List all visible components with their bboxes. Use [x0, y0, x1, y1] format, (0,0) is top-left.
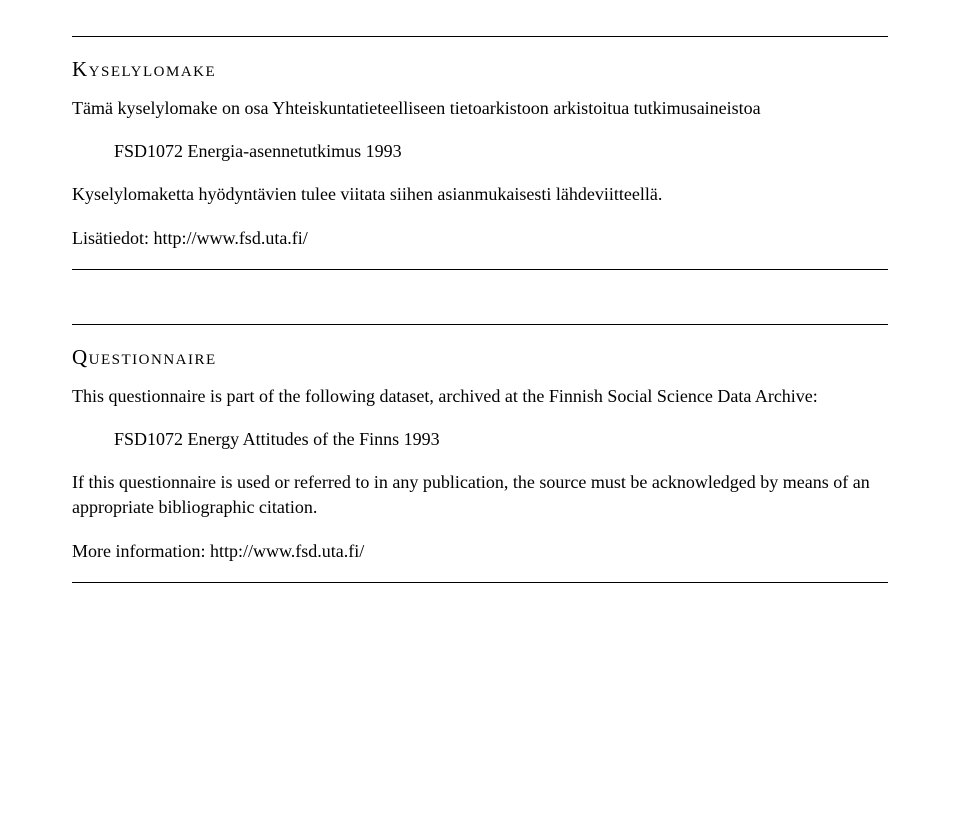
intro-text-en: This questionnaire is part of the follow… [72, 384, 888, 409]
rule-top-outer [72, 36, 888, 37]
heading-kyselylomake: Kyselylomake [72, 57, 888, 82]
citation-note-fi: Kyselylomaketta hyödyntävien tulee viita… [72, 182, 888, 207]
document-page: Kyselylomake Tämä kyselylomake on osa Yh… [0, 0, 960, 619]
dataset-title-fi: FSD1072 Energia-asennetutkimus 1993 [114, 139, 888, 164]
citation-note-en: If this questionnaire is used or referre… [72, 470, 888, 520]
more-info-fi: Lisätiedot: http://www.fsd.uta.fi/ [72, 226, 888, 251]
dataset-title-en: FSD1072 Energy Attitudes of the Finns 19… [114, 427, 888, 452]
rule-bottom-inner [72, 582, 888, 583]
intro-text-fi: Tämä kyselylomake on osa Yhteiskuntatiet… [72, 96, 888, 121]
heading-questionnaire: Questionnaire [72, 345, 888, 370]
section-gap [72, 270, 888, 324]
more-info-en: More information: http://www.fsd.uta.fi/ [72, 539, 888, 564]
rule-bottom-outer [72, 324, 888, 325]
